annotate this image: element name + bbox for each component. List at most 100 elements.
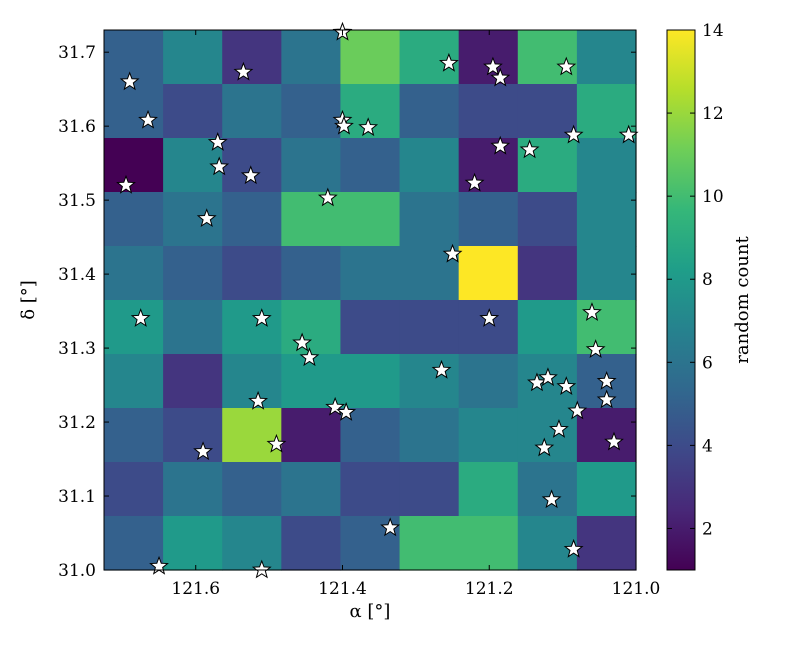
heatmap-cell: [163, 408, 223, 463]
x-tick-label: 121.0: [612, 579, 661, 599]
star-marker: [549, 419, 569, 438]
heatmap-cell: [517, 138, 578, 193]
star-marker: [538, 367, 558, 387]
heatmap-cell: [399, 408, 460, 463]
x-axis-ticks: 121.6 121.4 121.2 121.0: [171, 30, 660, 599]
y-tick-label: 31.3: [58, 339, 96, 359]
heatmap-cell: [222, 300, 282, 355]
heatmap-cell: [458, 138, 519, 193]
heatmap-cell: [104, 246, 164, 301]
star-marker: [116, 174, 136, 194]
colorbar-tick-label: 2: [702, 519, 713, 539]
star-marker: [483, 56, 503, 76]
colorbar-tick-label: 14: [702, 21, 724, 41]
star-marker: [534, 437, 555, 457]
heatmap-cell: [458, 192, 519, 247]
heatmap-cell: [281, 462, 342, 517]
y-tick-label: 31.6: [58, 117, 96, 137]
heatmap-cell: [104, 192, 164, 247]
heatmap-cell: [163, 462, 223, 517]
star-marker: [567, 400, 588, 420]
star-marker: [334, 115, 354, 135]
heatmap-cell: [163, 192, 223, 247]
heatmap-cell: [340, 246, 401, 301]
heatmap-cell: [222, 462, 282, 517]
star-marker: [556, 376, 577, 395]
heatmap-cell: [517, 300, 578, 355]
heatmap-cell: [163, 30, 223, 85]
heatmap-cell: [399, 354, 460, 409]
star-marker: [527, 372, 547, 392]
star-marker: [618, 124, 639, 144]
colorbar-tick-label: 4: [702, 436, 713, 456]
heatmap-cell: [340, 30, 401, 85]
heatmap-cell: [281, 246, 342, 301]
heatmap-cell: [576, 516, 637, 571]
heatmap-cell: [458, 30, 519, 85]
star-marker: [130, 308, 151, 327]
star-marker: [490, 67, 511, 87]
colorbar-ticks: 2 4 6 8 10 12 14: [667, 21, 724, 539]
star-marker: [464, 172, 485, 192]
star-marker: [317, 187, 338, 207]
star-marker: [196, 208, 217, 228]
star-marker: [563, 538, 584, 558]
star-marker: [240, 165, 261, 185]
heatmap-cell: [163, 84, 223, 139]
heatmap-cell: [340, 300, 401, 355]
heatmap-cell: [104, 408, 164, 463]
star-marker: [266, 433, 287, 453]
heatmap-cell: [517, 84, 578, 139]
heatmap-cell: [222, 246, 282, 301]
heatmap-cell: [340, 138, 401, 193]
heatmap-cell: [458, 354, 519, 409]
heatmap-cell: [458, 408, 519, 463]
star-marker: [299, 347, 320, 367]
heatmap-cell: [281, 30, 342, 85]
heatmap-cell: [163, 516, 223, 571]
x-axis-label: α [°]: [350, 601, 391, 622]
heatmap-cell: [576, 246, 637, 301]
y-tick-label: 31.1: [58, 487, 96, 507]
heatmap-cell: [399, 300, 460, 355]
y-tick-label: 31.7: [58, 43, 96, 63]
heatmap-cell: [576, 300, 637, 355]
star-marker: [442, 243, 463, 263]
star-marker: [207, 132, 228, 151]
heatmap-cell: [104, 300, 164, 355]
heatmap-cell: [517, 462, 578, 517]
heatmap-cell: [399, 516, 460, 571]
star-marker: [292, 332, 313, 352]
y-tick-label: 31.5: [58, 191, 96, 211]
heatmap-cell: [281, 84, 342, 139]
heatmap-cell: [517, 192, 578, 247]
colorbar-tick-label: 12: [702, 104, 724, 124]
heatmap-cell: [163, 354, 223, 409]
heatmap-cell: [222, 138, 282, 193]
star-marker: [380, 517, 401, 537]
heatmap-cell: [576, 30, 637, 85]
star-marker: [541, 489, 562, 509]
colorbar-label: random count: [732, 236, 753, 364]
star-marker: [604, 431, 624, 451]
star-marker: [582, 302, 602, 322]
heatmap-cell: [576, 462, 637, 517]
heatmap-cell: [517, 246, 578, 301]
heatmap-cell: [458, 462, 519, 517]
star-marker: [251, 308, 272, 327]
heatmap-cell: [458, 84, 519, 139]
y-tick-label: 31.2: [58, 413, 96, 433]
star-marker: [556, 56, 577, 76]
heatmap-cell: [281, 516, 342, 571]
star-marker: [233, 61, 254, 81]
heatmap-cell: [458, 300, 519, 355]
star-marker: [438, 52, 459, 72]
star-marker: [596, 370, 617, 390]
heatmap-cell: [458, 516, 519, 571]
star-marker: [193, 441, 213, 461]
heatmap-cell: [222, 84, 282, 139]
heatmap-cell: [104, 138, 164, 193]
heatmap-cell: [104, 516, 164, 571]
heatmap-cell: [399, 462, 460, 517]
